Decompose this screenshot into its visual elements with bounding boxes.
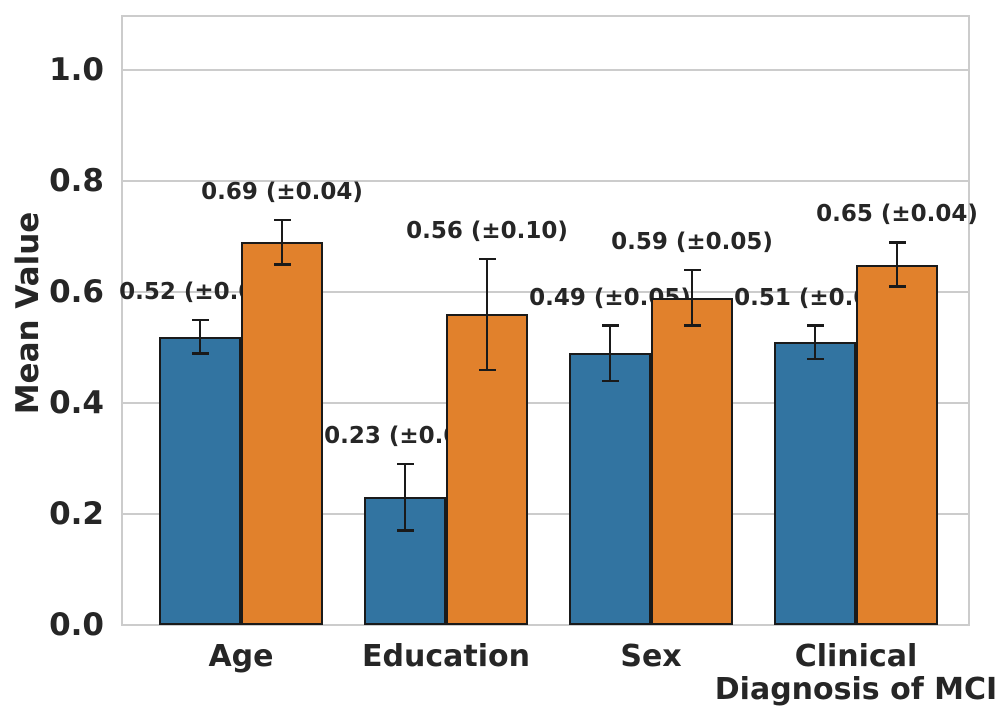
x-category-label: Sex — [620, 639, 682, 674]
error-bar — [198, 320, 202, 354]
error-bar-cap-bottom — [191, 352, 209, 355]
error-bar-cap-bottom — [478, 368, 496, 372]
y-tick-label: 0.4 — [49, 385, 104, 422]
bar-orange — [856, 264, 938, 625]
bar-blue — [774, 342, 856, 625]
error-bar — [690, 270, 694, 326]
y-tick-label: 0.6 — [49, 274, 104, 311]
error-bar — [403, 464, 407, 531]
bar-blue — [569, 353, 651, 625]
error-bar-cap-top — [601, 324, 619, 327]
error-bar-cap-bottom — [806, 357, 824, 361]
error-bar — [895, 242, 899, 287]
value-label: 0.69 (±0.04) — [201, 179, 363, 206]
error-bar-cap-bottom — [683, 324, 701, 327]
plot-area: 0.52 (±0.03) 0.69 (±0.04) 0.23 (±0.06) 0.56… — [119, 15, 978, 626]
gridline — [121, 69, 970, 72]
bar-orange — [241, 242, 323, 625]
top-spine — [121, 15, 970, 17]
value-label: 0.65 (±0.04) — [816, 201, 978, 228]
error-bar — [813, 325, 817, 359]
y-tick-label: 0.2 — [49, 496, 104, 533]
y-tick-label: 0.8 — [49, 163, 104, 200]
value-label: 0.59 (±0.05) — [611, 229, 773, 256]
error-bar-cap-bottom — [273, 263, 291, 266]
gridline — [121, 291, 970, 294]
error-bar-cap-bottom — [396, 529, 414, 532]
x-category-label: Clinical Diagnosis of MCI — [714, 639, 997, 707]
error-bar — [280, 220, 284, 265]
error-bar-cap-top — [478, 257, 496, 261]
error-bar-cap-top — [806, 324, 824, 327]
error-bar-cap-bottom — [888, 285, 906, 288]
y-tick-label: 0.0 — [49, 607, 104, 643]
bar-orange — [651, 297, 733, 625]
error-bar-cap-top — [191, 318, 209, 322]
error-bar-cap-top — [273, 218, 291, 222]
gridline — [121, 624, 970, 626]
x-category-label: Education — [362, 639, 530, 674]
error-bar-cap-top — [683, 268, 701, 272]
error-bar-cap-bottom — [601, 379, 619, 383]
error-bar-cap-top — [396, 462, 414, 466]
x-category-label: Age — [208, 639, 274, 674]
gridline — [121, 402, 970, 405]
bar-blue — [159, 336, 241, 625]
error-bar — [608, 325, 612, 381]
value-label: 0.56 (±0.10) — [406, 218, 568, 244]
y-tick-label: 1.0 — [49, 52, 104, 89]
y-axis-title: Mean Value — [10, 211, 46, 415]
gridline — [121, 513, 970, 516]
left-spine — [121, 15, 123, 625]
gridline — [121, 180, 970, 183]
right-spine — [968, 15, 970, 625]
error-bar-cap-top — [888, 241, 906, 244]
error-bar — [485, 259, 489, 370]
